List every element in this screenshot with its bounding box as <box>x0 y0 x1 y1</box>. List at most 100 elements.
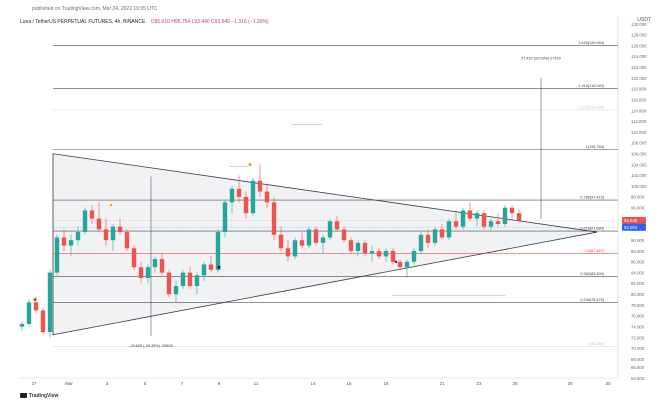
y-tick-label: 118.000 <box>631 87 647 92</box>
signal-dot <box>248 163 252 167</box>
candle-body <box>481 213 487 227</box>
y-tick-label: 88.000 <box>631 249 645 254</box>
candle-body <box>110 226 116 241</box>
candle-body <box>460 210 466 227</box>
candle-body <box>446 221 452 238</box>
candle-body <box>292 240 298 257</box>
candle-body <box>334 221 340 230</box>
candle-body <box>509 207 515 214</box>
tradingview-icon <box>20 393 27 399</box>
y-tick-label: 84.000 <box>631 270 645 275</box>
x-tick-label: 3 <box>106 381 109 386</box>
candle-body <box>257 180 263 192</box>
candle-body <box>341 229 347 241</box>
signal-dot <box>394 260 398 264</box>
fib-level-label: 0.382(83.304) <box>580 272 604 276</box>
fib-level-label: 0.236(78.475) <box>580 298 604 302</box>
candle-body <box>194 275 200 287</box>
fib-level-label: 1.618(126.064) <box>578 41 604 45</box>
candle-body <box>68 240 74 246</box>
candle-body <box>187 272 193 287</box>
y-tick-label: 68.000 <box>631 357 645 362</box>
candle-body <box>138 267 144 279</box>
candle-body <box>397 261 403 268</box>
candle-body <box>47 272 53 333</box>
signal-dot <box>109 203 113 207</box>
candle-body <box>285 248 291 257</box>
x-tick-label: Mar <box>65 381 73 386</box>
x-tick-label: 28 <box>567 381 573 386</box>
candle-body <box>418 234 424 251</box>
x-tick-label: 9 <box>218 381 221 386</box>
symbol-title: Luna / TetherUS PERPETUAL FUTURES, 4h, B… <box>20 19 269 25</box>
y-tick-label: 120.000 <box>631 76 647 81</box>
y-tick-label: 86.000 <box>631 260 645 265</box>
candle-body <box>432 229 438 243</box>
candle-body <box>383 250 389 257</box>
candle-body <box>404 261 410 268</box>
candle-body <box>376 250 382 257</box>
candle-body <box>166 272 172 295</box>
current-price-tag <box>622 223 646 231</box>
y-tick-label: 98.000 <box>631 195 645 200</box>
y-tick-label: 130.000 <box>631 22 647 27</box>
candle-body <box>348 240 354 251</box>
candle-body <box>306 229 312 246</box>
y-tick-label: 114.000 <box>631 108 647 113</box>
candle-body <box>271 202 277 235</box>
current-price-label: 93.640 <box>624 218 638 223</box>
x-tick-label: 5 <box>144 381 147 386</box>
y-tick-label: 106.000 <box>631 152 647 157</box>
candle-body <box>117 226 123 233</box>
candle-body <box>495 221 501 224</box>
x-tick-label: 25 <box>512 381 518 386</box>
y-tick-label: 128.000 <box>631 33 647 38</box>
candle-body <box>369 250 375 254</box>
candle-body <box>355 242 361 251</box>
candle-body <box>299 240 305 246</box>
y-tick-label: 90.000 <box>631 238 645 243</box>
y-tick-label: 64.500 <box>631 376 645 381</box>
candle-body <box>159 259 165 273</box>
y-tick-label: 102.000 <box>631 173 647 178</box>
candle-body <box>278 234 284 249</box>
candle-body <box>54 237 60 273</box>
x-tick-label: 21 <box>439 381 445 386</box>
candle-body <box>453 221 459 227</box>
candle-body <box>411 250 417 262</box>
candle-body <box>502 207 508 224</box>
candle-body <box>474 213 480 219</box>
y-tick-label: 80.000 <box>631 292 645 297</box>
y-tick-label: 70.000 <box>631 346 645 351</box>
tradingview-logo[interactable]: TradingView <box>20 393 58 399</box>
candle-body <box>152 259 158 268</box>
published-note: published on TradingView.com, Mar 24, 20… <box>32 6 158 12</box>
candle-body <box>250 180 256 214</box>
current-price-tag <box>622 217 646 225</box>
symbol-name[interactable]: Luna / TetherUS PERPETUAL FUTURES, 4h, B… <box>20 19 146 25</box>
signal-dot <box>33 298 37 302</box>
x-tick-label: 7 <box>181 381 184 386</box>
candle-body <box>488 221 494 227</box>
fib-level-label: 0.618(91.680) <box>580 227 604 231</box>
y-tick-label: 76.000 <box>631 314 645 319</box>
measure-label: 27.420 (29.09%) 27420 <box>521 57 561 61</box>
signal-dot <box>217 265 221 269</box>
y-tick-label: 116.000 <box>631 97 647 102</box>
candle-body <box>26 302 32 324</box>
y-tick-label: 100.000 <box>631 184 647 189</box>
candle-body <box>313 229 319 243</box>
fib-level-label: 0(70.350) <box>588 342 605 346</box>
candle-body <box>229 188 235 203</box>
candle-body <box>82 210 88 233</box>
candle-body <box>40 310 46 333</box>
x-tick-label: 18 <box>383 381 389 386</box>
candle-body <box>96 218 102 230</box>
fib-level-label: 1(106.784) <box>586 145 605 149</box>
y-tick-label: 74.000 <box>631 324 645 329</box>
candle-body <box>33 302 39 311</box>
x-tick-label: 30 <box>605 381 611 386</box>
y-tick-label: 104.000 <box>631 162 647 167</box>
x-tick-label: 16 <box>346 381 352 386</box>
